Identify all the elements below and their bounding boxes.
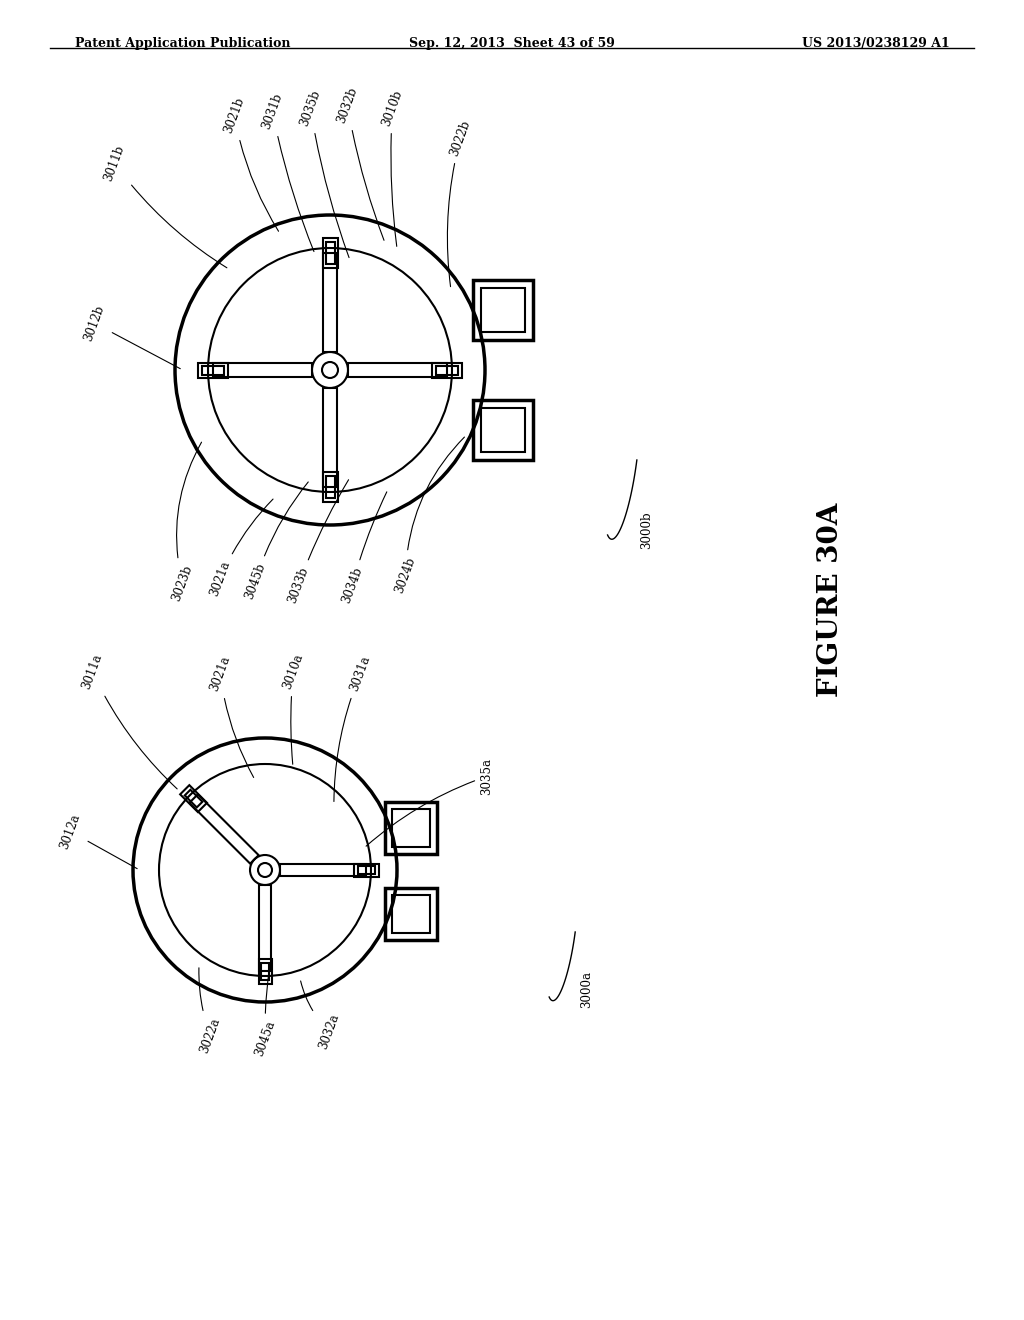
Text: 3024b: 3024b xyxy=(393,437,465,595)
Text: 3010a: 3010a xyxy=(281,652,306,764)
Text: 3000a: 3000a xyxy=(580,972,593,1008)
Text: 3012a: 3012a xyxy=(58,812,137,869)
Text: US 2013/0238129 A1: US 2013/0238129 A1 xyxy=(802,37,950,50)
Text: FIGURE 30A: FIGURE 30A xyxy=(816,503,844,697)
Text: 3010b: 3010b xyxy=(380,88,406,247)
Text: 3035a: 3035a xyxy=(367,758,493,846)
Text: 3022a: 3022a xyxy=(198,968,223,1055)
Text: 3011b: 3011b xyxy=(102,144,227,268)
Text: Patent Application Publication: Patent Application Publication xyxy=(75,37,291,50)
Text: 3032b: 3032b xyxy=(335,86,384,240)
Text: 3045b: 3045b xyxy=(243,482,308,601)
Text: 3031b: 3031b xyxy=(260,91,314,252)
Text: 3022b: 3022b xyxy=(447,119,473,286)
Text: 3021a: 3021a xyxy=(208,653,254,777)
Text: Sep. 12, 2013  Sheet 43 of 59: Sep. 12, 2013 Sheet 43 of 59 xyxy=(409,37,615,50)
Text: 3021b: 3021b xyxy=(222,95,279,231)
Text: 3000b: 3000b xyxy=(640,511,653,549)
Text: 3034b: 3034b xyxy=(340,492,387,605)
Text: 3045a: 3045a xyxy=(253,968,278,1059)
Text: 3021a: 3021a xyxy=(208,499,273,598)
Text: 3033b: 3033b xyxy=(286,479,348,605)
Text: 3035b: 3035b xyxy=(298,88,349,257)
Text: 3023b: 3023b xyxy=(170,442,202,603)
Text: 3032a: 3032a xyxy=(301,981,342,1051)
Text: 3012b: 3012b xyxy=(82,304,180,368)
Text: 3031a: 3031a xyxy=(334,653,373,801)
Text: 3011a: 3011a xyxy=(80,652,177,789)
